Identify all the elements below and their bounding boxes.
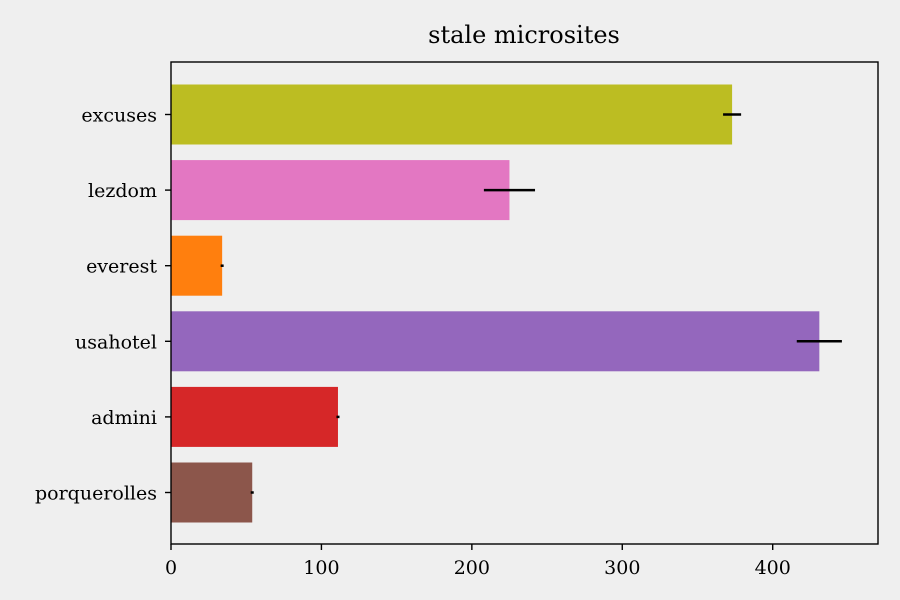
y-tick-label: usahotel <box>75 331 157 353</box>
y-tick-label: everest <box>86 256 157 278</box>
bar-admini <box>171 386 338 447</box>
x-tick-label: 400 <box>755 557 791 579</box>
plot-area-frame <box>170 61 879 545</box>
y-tick-label: admini <box>91 407 157 429</box>
bar-usahotel <box>171 311 820 372</box>
y-tick-label: excuses <box>81 105 157 127</box>
x-tick-label: 200 <box>454 557 490 579</box>
y-tick-label: porquerolles <box>35 483 157 505</box>
bars-layer <box>171 84 820 523</box>
bar-porquerolles <box>171 462 253 523</box>
bar-lezdom <box>171 160 510 221</box>
chart-title: stale microsites <box>428 21 620 49</box>
x-axis: 0 100 200 300 400 <box>165 544 791 579</box>
y-axis: excuses lezdom everest usahotel admini porque… <box>35 105 171 505</box>
x-tick-label: 300 <box>604 557 640 579</box>
x-tick-label: 0 <box>165 557 177 579</box>
y-tick-label: lezdom <box>88 180 157 202</box>
x-tick-label: 100 <box>303 557 339 579</box>
bar-excuses <box>171 84 733 145</box>
error-bars-layer <box>220 113 842 494</box>
bar-everest <box>171 235 223 296</box>
